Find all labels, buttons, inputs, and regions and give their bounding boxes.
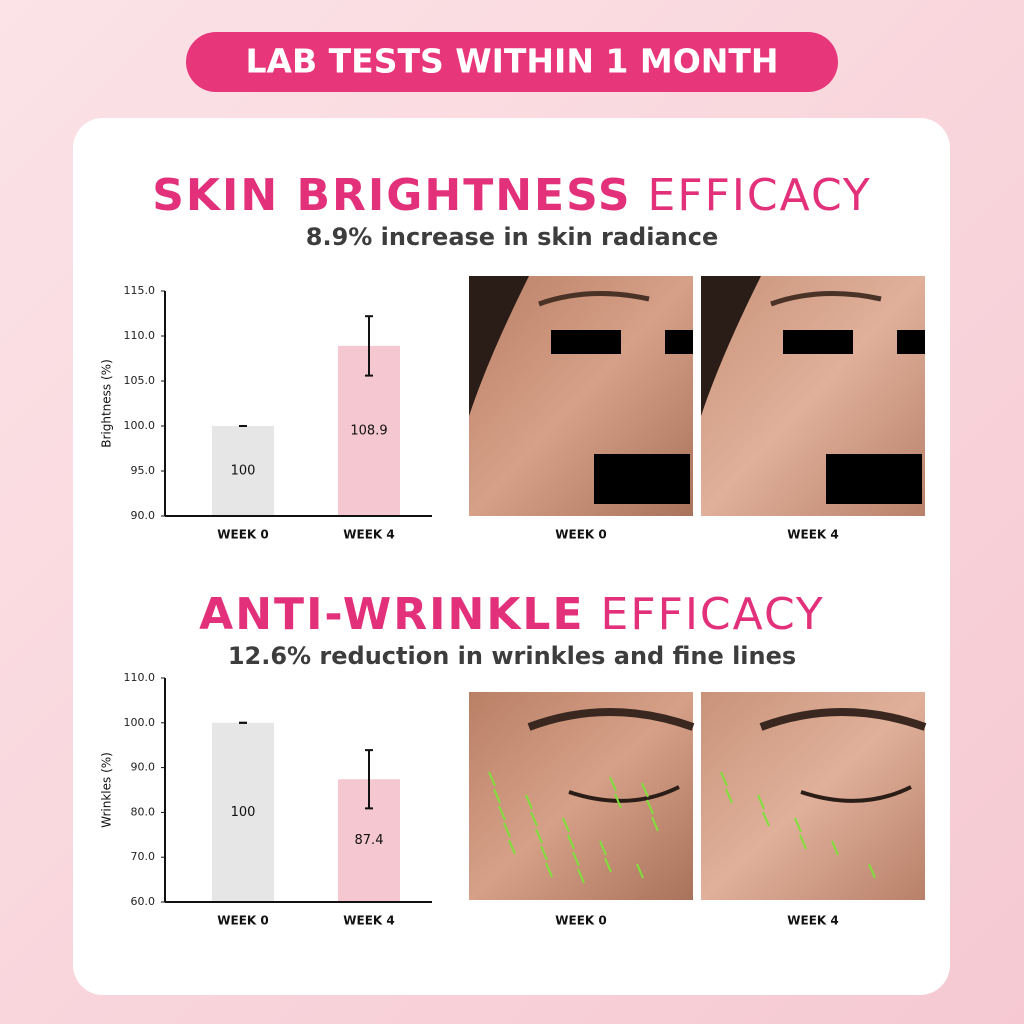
wrinkle-mark [498, 805, 506, 821]
title-rest: EFFICACY [648, 170, 872, 221]
y-tick-label: 115.0 [124, 284, 156, 297]
x-tick-label: WEEK 0 [217, 528, 268, 542]
censor-bar [783, 330, 853, 354]
header-banner [186, 32, 838, 92]
title-highlight: ANTI-WRINKLE [199, 589, 584, 640]
y-tick-label: 90.0 [131, 761, 156, 774]
y-axis-label: Brightness (%) [100, 359, 114, 448]
wrinkle-mark [609, 776, 617, 792]
wrinkle-mark [493, 788, 501, 804]
chart-title: SKIN BRIGHTNESS EFFICACY [152, 170, 872, 221]
wrinkle-mark [503, 822, 511, 838]
wrinkle-mark [725, 788, 733, 804]
photo-brow [527, 708, 695, 731]
photo-label: WEEK 0 [555, 528, 606, 542]
photo-label: WEEK 4 [787, 914, 838, 928]
wrinkle-mark [599, 840, 607, 856]
chart-title: ANTI-WRINKLE EFFICACY [199, 589, 825, 640]
photo-brow [759, 708, 927, 731]
wrinkle-mark [530, 811, 538, 827]
title-highlight: SKIN BRIGHTNESS [152, 170, 631, 221]
photo-hair [469, 276, 529, 416]
value-label: 100 [231, 805, 256, 820]
wrinkle-mark [794, 817, 802, 833]
wrinkle-mark [636, 863, 644, 879]
wrinkle-mark [646, 799, 654, 815]
censor-bar [665, 330, 693, 354]
photo-brow [770, 291, 882, 307]
bar [212, 426, 274, 515]
censor-bar [551, 330, 621, 354]
y-tick-label: 60.0 [131, 895, 156, 908]
x-tick-label: WEEK 4 [343, 914, 394, 928]
y-tick-label: 80.0 [131, 805, 156, 818]
x-tick-label: WEEK 0 [217, 914, 268, 928]
error-bar [365, 749, 373, 810]
wrinkle-mark [604, 857, 612, 873]
wrinkle-mark [757, 794, 765, 810]
wrinkle-mark [488, 771, 496, 787]
header-text: LAB TESTS WITHIN 1 MONTH [245, 42, 778, 81]
y-tick-label: 70.0 [131, 850, 156, 863]
photo [469, 276, 693, 516]
photo [701, 276, 925, 516]
wrinkle-mark [562, 817, 570, 833]
wrinkle-mark [508, 839, 516, 855]
wrinkle-mark [567, 834, 575, 850]
y-axis-label: Wrinkles (%) [100, 752, 114, 828]
bar [212, 722, 274, 901]
value-label: 87.4 [355, 833, 384, 848]
wrinkle-mark [577, 868, 585, 884]
y-tick-label: 100.0 [124, 419, 156, 432]
photo-label: WEEK 0 [555, 914, 606, 928]
y-tick-label: 100.0 [124, 716, 156, 729]
wrinkle-mark [540, 845, 548, 861]
photo-eye [568, 785, 680, 803]
wrinkle-mark [720, 771, 728, 787]
x-tick-label: WEEK 4 [343, 528, 394, 542]
y-tick-label: 90.0 [131, 509, 156, 522]
wrinkle-mark [799, 834, 807, 850]
wrinkle-mark [545, 862, 553, 878]
censor-bar [594, 454, 690, 504]
censor-bar [897, 330, 925, 354]
wrinkle-mark [535, 828, 543, 844]
photo [469, 692, 695, 900]
error-bar [365, 315, 373, 377]
photo-label: WEEK 4 [787, 528, 838, 542]
value-label: 108.9 [350, 423, 387, 438]
y-tick-label: 105.0 [124, 374, 156, 387]
photo-hair [701, 276, 761, 416]
chart-subtitle: 8.9% increase in skin radiance [306, 223, 719, 251]
wrinkle-mark [651, 816, 659, 832]
chart-subtitle: 12.6% reduction in wrinkles and fine lin… [228, 642, 796, 670]
wrinkle-mark [641, 782, 649, 798]
title-rest: EFFICACY [601, 589, 825, 640]
value-label: 100 [231, 464, 256, 479]
wrinkle-mark [572, 851, 580, 867]
wrinkle-mark [614, 793, 622, 809]
wrinkle-mark [762, 811, 770, 827]
photo-eye [800, 785, 912, 803]
y-tick-label: 95.0 [131, 464, 156, 477]
y-tick-label: 110.0 [124, 671, 156, 684]
wrinkle-mark [868, 863, 876, 879]
wrinkle-mark [831, 840, 839, 856]
censor-bar [826, 454, 922, 504]
y-tick-label: 110.0 [124, 329, 156, 342]
photo-brow [538, 291, 650, 307]
wrinkle-mark [525, 794, 533, 810]
photo [701, 692, 927, 900]
